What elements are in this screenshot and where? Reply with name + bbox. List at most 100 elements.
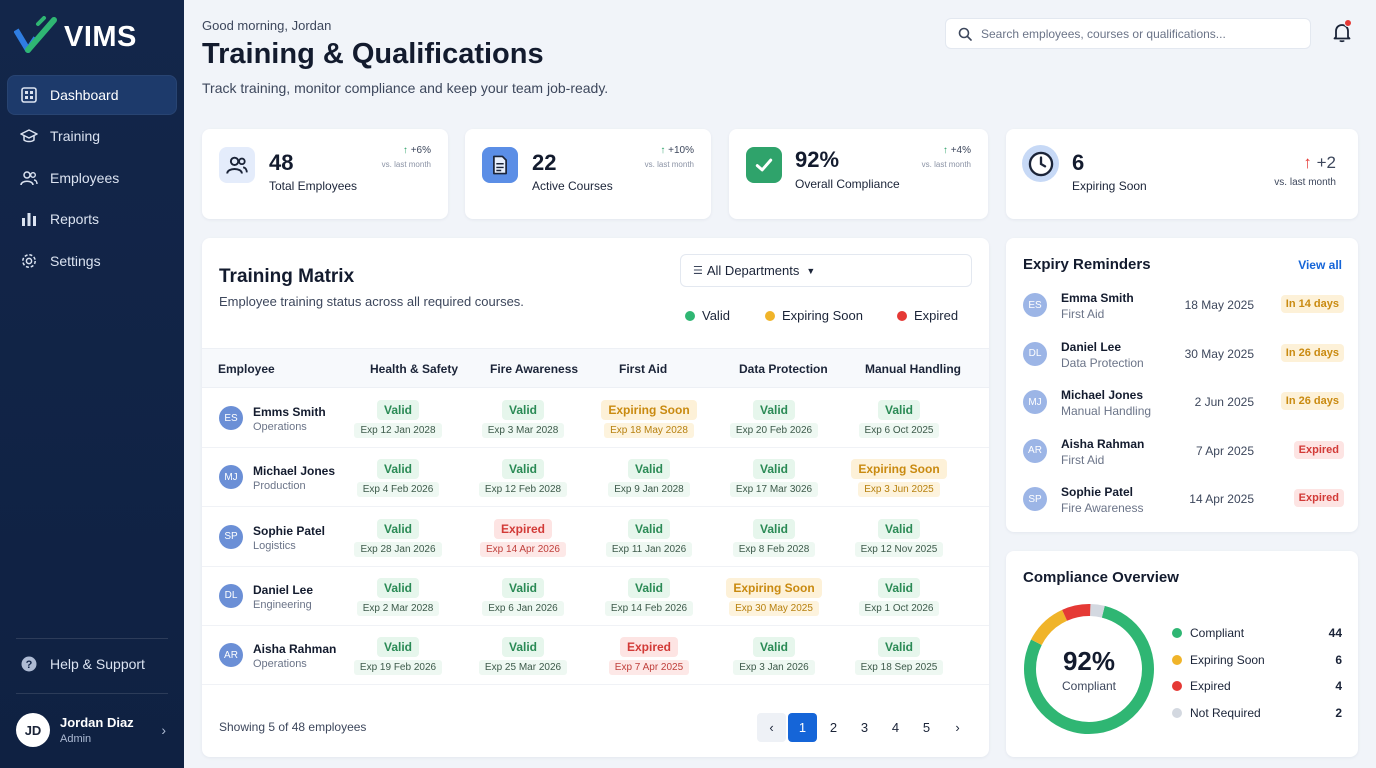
stat-trend: ↑ +10% vs. last month: [645, 145, 694, 169]
nav-label: Help & Support: [50, 656, 145, 672]
nav-item-reports[interactable]: Reports: [7, 199, 177, 239]
avatar: AR: [219, 643, 243, 668]
column-header: Employee: [218, 362, 275, 376]
training-status-cell[interactable]: Valid Exp 12 Feb 2028: [473, 459, 573, 498]
avatar: ES: [219, 406, 243, 430]
table-row[interactable]: ES Emms Smith Operations Valid Exp 12 Jan 20…: [202, 389, 989, 448]
trend-sub: vs. last month: [921, 160, 971, 169]
legend-label: Expiring Soon: [782, 308, 863, 323]
expiry-date: Exp 25 Mar 2026: [478, 660, 568, 676]
table-row[interactable]: AR Aisha Rahman Operations Valid Exp 19 Feb …: [202, 626, 989, 686]
reminder-item[interactable]: DL Daniel Lee Data Protection 30 May 2025 In…: [1006, 330, 1358, 378]
expiry-date: Exp 18 Sep 2025: [854, 660, 944, 676]
legend-label: Compliant: [1190, 626, 1245, 640]
table-row[interactable]: MJ Michael Jones Production Valid Exp 4 Feb …: [202, 448, 989, 508]
status-badge: Valid: [627, 577, 670, 598]
training-status-cell[interactable]: Expired Exp 7 Apr 2025: [599, 637, 699, 676]
training-status-cell[interactable]: Valid Exp 25 Mar 2026: [473, 637, 573, 676]
nav-label: Dashboard: [50, 87, 119, 103]
training-status-cell[interactable]: Valid Exp 2 Mar 2028: [348, 577, 448, 616]
reminder-name: Sophie Patel: [1061, 485, 1134, 500]
training-status-cell[interactable]: Valid Exp 20 Feb 2026: [724, 400, 824, 438]
legend-count: 6: [1335, 652, 1342, 667]
compliance-legend-item: Expired 4: [1172, 677, 1342, 695]
notifications-button[interactable]: [1330, 19, 1354, 44]
training-status-cell[interactable]: Valid Exp 3 Jan 2026: [724, 637, 824, 676]
nav-item-training[interactable]: Training: [7, 116, 177, 156]
svg-text:?: ?: [26, 659, 33, 671]
page-button[interactable]: 4: [891, 720, 900, 735]
training-status-cell[interactable]: Expiring Soon Exp 3 Jun 2025: [849, 459, 949, 498]
employee-name: Michael Jones: [253, 464, 336, 479]
training-status-cell[interactable]: Valid Exp 9 Jan 2028: [599, 459, 699, 498]
compliance-label: Compliant: [1061, 678, 1117, 693]
bar-chart-icon: [22, 213, 36, 226]
trend-up-icon: ↑: [942, 145, 948, 156]
training-status-cell[interactable]: Valid Exp 14 Feb 2026: [599, 577, 699, 616]
department-filter[interactable]: ☰ All Departments ▼: [680, 254, 972, 287]
page-button[interactable]: 5: [922, 720, 931, 735]
training-status-cell[interactable]: Expiring Soon Exp 30 May 2025: [724, 577, 824, 616]
table-row[interactable]: SP Sophie Patel Logistics Valid Exp 28 Jan 2…: [202, 508, 989, 567]
stat-label: Active Courses: [532, 179, 613, 193]
page-title: Training & Qualifications: [202, 38, 544, 70]
training-status-cell[interactable]: Valid Exp 17 Mar 3026: [724, 459, 824, 498]
status-badge: Valid: [752, 518, 795, 539]
user-role: Admin: [60, 733, 92, 745]
training-status-cell[interactable]: Valid Exp 6 Jan 2026: [473, 577, 573, 616]
stat-card-expiring[interactable]: 6 Expiring Soon ↑ +2 vs. last month: [1006, 129, 1358, 219]
reminder-item[interactable]: ES Emma Smith First Aid 18 May 2025 In 14 da…: [1006, 281, 1358, 329]
status-badge: Valid: [877, 400, 920, 420]
nav-item-help[interactable]: ? Help & Support: [7, 644, 177, 684]
stat-card-courses[interactable]: 22 Active Courses ↑ +10% vs. last month: [465, 129, 711, 219]
training-status-cell[interactable]: Valid Exp 18 Sep 2025: [849, 637, 949, 676]
nav-item-employees[interactable]: Employees: [7, 158, 177, 198]
training-status-cell[interactable]: Valid Exp 28 Jan 2026: [348, 518, 448, 557]
reminder-item[interactable]: AR Aisha Rahman First Aid 7 Apr 2025 Expired: [1006, 427, 1358, 475]
user-profile[interactable]: JD Jordan Diaz Admin ›: [16, 710, 176, 750]
nav-item-settings[interactable]: Settings: [7, 241, 177, 281]
expiry-date: Exp 9 Jan 2028: [608, 482, 690, 498]
reminder-item[interactable]: SP Sophie Patel Fire Awareness 14 Apr 2025 E…: [1006, 475, 1358, 523]
training-status-cell[interactable]: Valid Exp 8 Feb 2028: [724, 518, 824, 557]
expiry-date: Exp 7 Apr 2025: [608, 660, 690, 676]
view-all-link[interactable]: View all: [1298, 258, 1342, 272]
next-page-button[interactable]: ›: [943, 713, 972, 742]
compliance-overview-card: Compliance Overview 92% Compliant Compli…: [1006, 551, 1358, 757]
status-badge: Expiring Soon: [601, 400, 697, 420]
prev-page-button[interactable]: ‹: [757, 713, 786, 742]
trend-sub: vs. last month: [1274, 177, 1336, 188]
stat-card-compliance[interactable]: 92% Overall Compliance ↑ +4% vs. last mo…: [729, 129, 988, 219]
training-status-cell[interactable]: Valid Exp 19 Feb 2026: [348, 637, 448, 676]
status-badge: In 26 days: [1280, 392, 1344, 411]
training-status-cell[interactable]: Valid Exp 12 Jan 2028: [348, 400, 448, 438]
search-input[interactable]: [981, 26, 1301, 41]
legend-label: Expired: [914, 308, 959, 323]
training-status-cell[interactable]: Expired Exp 14 Apr 2026: [473, 518, 573, 557]
avatar: MJ: [1023, 390, 1047, 415]
legend-label: Valid: [702, 308, 730, 323]
training-status-cell[interactable]: Valid Exp 11 Jan 2026: [599, 518, 699, 557]
training-status-cell[interactable]: Valid Exp 12 Nov 2025: [849, 518, 949, 557]
page-button[interactable]: 1: [788, 713, 817, 742]
table-row[interactable]: DL Daniel Lee Engineering Valid Exp 2 Mar 20…: [202, 567, 989, 626]
training-status-cell[interactable]: Valid Exp 1 Oct 2026: [849, 577, 949, 616]
stat-card-employees[interactable]: 48 Total Employees ↑ +6% vs. last month: [202, 129, 448, 219]
training-status-cell[interactable]: Valid Exp 6 Oct 2025: [849, 400, 949, 438]
page-button[interactable]: 3: [860, 720, 869, 735]
expiry-date: Exp 17 Mar 3026: [729, 482, 819, 498]
training-status-cell[interactable]: Valid Exp 4 Feb 2026: [348, 459, 448, 498]
app-logo[interactable]: VIMS: [14, 16, 137, 58]
reminder-item[interactable]: MJ Michael Jones Manual Handling 2 Jun 2025…: [1006, 378, 1358, 426]
nav-item-dashboard[interactable]: Dashboard: [7, 75, 177, 115]
expiry-date: Exp 30 May 2025: [729, 600, 819, 616]
matrix-header: Employee Health & Safety Fire Awareness …: [202, 348, 989, 388]
matrix-subtitle: Employee training status across all requ…: [219, 294, 524, 309]
users-icon: [20, 171, 38, 186]
status-badge: Valid: [627, 459, 670, 480]
legend-expired: Expired: [897, 308, 958, 323]
training-status-cell[interactable]: Expiring Soon Exp 18 May 2028: [599, 400, 699, 438]
page-button[interactable]: 2: [829, 720, 838, 735]
dashboard-icon: [21, 87, 37, 103]
training-status-cell[interactable]: Valid Exp 3 Mar 2028: [473, 400, 573, 438]
